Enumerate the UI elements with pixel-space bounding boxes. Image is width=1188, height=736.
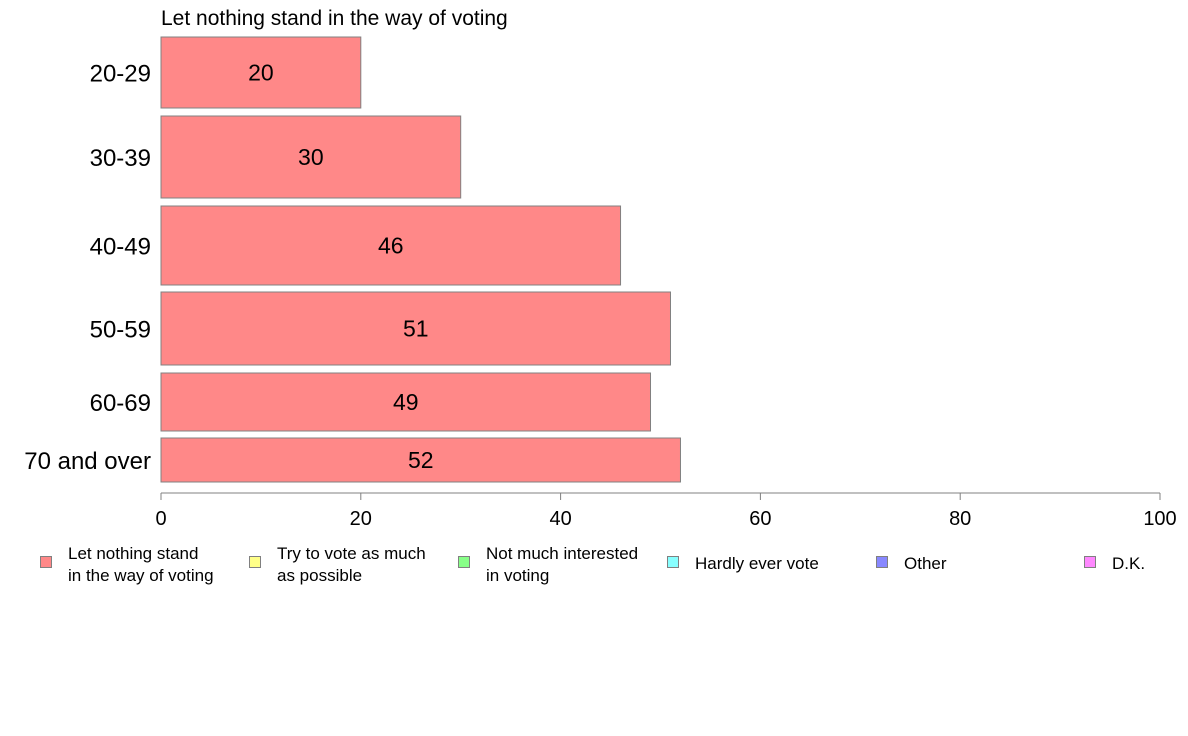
bar-value-label: 49: [393, 389, 419, 415]
x-tick-label: 60: [749, 508, 771, 530]
legend-swatch: [40, 556, 52, 568]
chart-title: Let nothing stand in the way of voting: [161, 7, 508, 30]
legend-swatch: [1084, 556, 1096, 568]
bar-50-59: [160, 291, 671, 366]
legend-swatch: [667, 556, 679, 568]
x-tick-label: 0: [155, 508, 166, 530]
x-tick-label: 40: [549, 508, 571, 530]
legend-item: D.K.: [1084, 543, 1145, 575]
category-label: 40-49: [90, 234, 151, 261]
category-label: 30-39: [90, 145, 151, 172]
legend-swatch: [458, 556, 470, 568]
bar-40-49: [160, 205, 622, 286]
legend-item: Other: [876, 543, 947, 575]
legend-label: Not much interested in voting: [486, 544, 639, 585]
legend-item: Try to vote as much as possible: [249, 543, 426, 587]
category-label: 70 and over: [24, 448, 151, 475]
bar-value-label: 30: [298, 144, 324, 170]
category-label: 50-59: [90, 317, 151, 344]
legend-item: Let nothing stand in the way of voting: [40, 543, 214, 587]
legend-item: Not much interested in voting: [458, 543, 638, 587]
bar-30-39: [160, 115, 462, 199]
category-label: 20-29: [90, 61, 151, 88]
bar-20-29: [160, 36, 362, 109]
legend-swatch: [249, 556, 261, 568]
legend-label: D.K.: [1112, 554, 1146, 573]
bar-value-label: 52: [408, 447, 434, 473]
bar-value-label: 20: [248, 60, 274, 86]
legend-label: Other: [904, 554, 947, 573]
legend-swatch: [876, 556, 888, 568]
x-tick-label: 80: [949, 508, 971, 530]
bar-70-and-over: [160, 437, 681, 483]
legend-item: Hardly ever vote: [667, 543, 819, 575]
bar-60-69: [160, 372, 652, 432]
x-tick-label: 20: [350, 508, 372, 530]
bar-value-label: 46: [378, 233, 404, 259]
legend-label: Let nothing stand in the way of voting: [68, 544, 214, 585]
bar-value-label: 51: [403, 316, 429, 342]
legend-label: Hardly ever vote: [695, 554, 819, 573]
category-label: 60-69: [90, 390, 151, 417]
x-tick-label: 100: [1143, 508, 1176, 530]
legend-label: Try to vote as much as possible: [277, 544, 426, 585]
